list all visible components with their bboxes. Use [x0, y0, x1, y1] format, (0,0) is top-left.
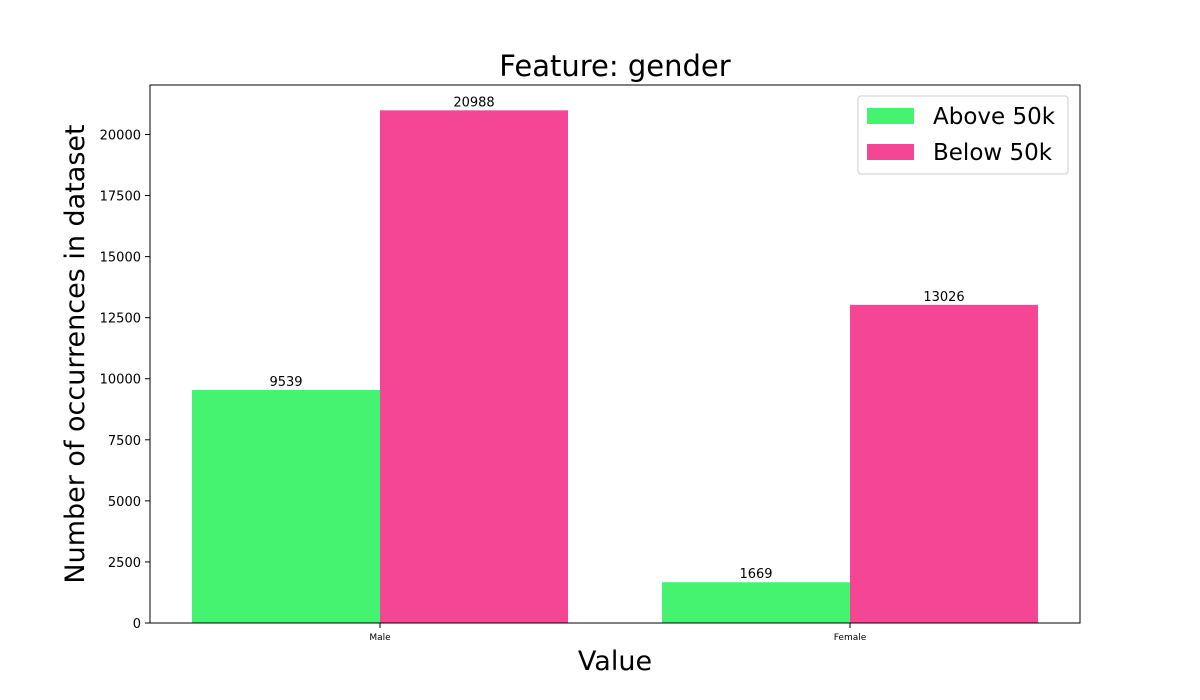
chart-title: Feature: gender — [499, 49, 730, 83]
legend: Above 50k Below 50k — [857, 95, 1069, 175]
x-tick-label-female: Female — [834, 633, 867, 643]
y-axis-label: Number of occurrences in dataset — [60, 124, 91, 583]
bar-below-50k-female — [850, 304, 1038, 623]
x-axis: Male Female — [369, 623, 867, 643]
y-tick-label: 20000 — [100, 128, 141, 143]
legend-swatch-below-50k — [867, 144, 914, 160]
y-tick-label: 15000 — [100, 251, 141, 266]
legend-label-below-50k: Below 50k — [933, 140, 1053, 166]
legend-label-above-50k: Above 50k — [933, 104, 1056, 130]
y-tick-label: 7500 — [108, 434, 141, 449]
x-tick-label-male: Male — [369, 633, 391, 643]
data-labels-group: 9539 20988 1669 13026 — [269, 95, 964, 582]
plot-frame — [149, 84, 1081, 624]
bars-group — [192, 110, 1038, 624]
y-tick-label: 0 — [133, 617, 141, 632]
bar-below-50k-male — [380, 110, 568, 624]
bar-above-50k-male — [192, 389, 380, 623]
data-label: 9539 — [269, 375, 302, 390]
data-label: 20988 — [453, 95, 494, 110]
y-tick-label: 17500 — [100, 190, 141, 205]
y-tick-label: 12500 — [100, 312, 141, 327]
bar-above-50k-female — [662, 582, 850, 623]
y-axis: 0 2500 5000 7500 10000 12500 15000 17500 20000 — [100, 128, 150, 632]
y-tick-label: 5000 — [108, 495, 141, 510]
data-label: 13026 — [923, 290, 964, 305]
y-tick-label: 2500 — [108, 556, 141, 571]
data-label: 1669 — [739, 567, 772, 582]
x-axis-label: Value — [578, 646, 652, 677]
legend-swatch-above-50k — [867, 108, 914, 124]
y-tick-label: 10000 — [100, 373, 141, 388]
